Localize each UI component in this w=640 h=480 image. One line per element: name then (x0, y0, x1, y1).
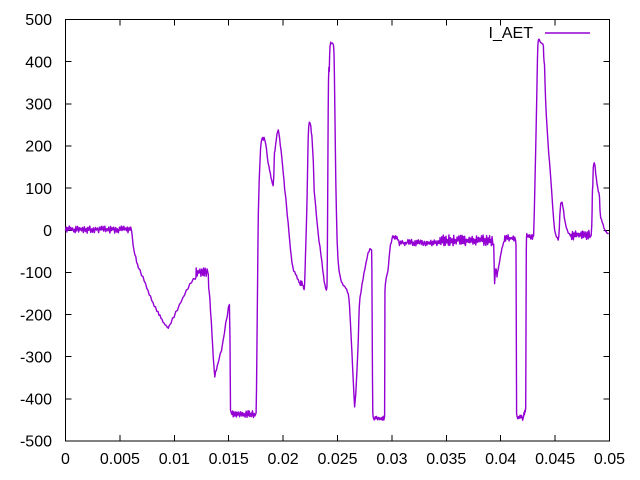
svg-text:0.045: 0.045 (535, 451, 575, 468)
svg-text:0.02: 0.02 (268, 451, 299, 468)
svg-text:-100: -100 (20, 265, 52, 282)
svg-text:-500: -500 (20, 434, 52, 451)
svg-text:0.05: 0.05 (594, 451, 625, 468)
svg-text:0: 0 (43, 223, 52, 240)
svg-text:0: 0 (61, 451, 70, 468)
svg-text:0.035: 0.035 (426, 451, 466, 468)
svg-text:-200: -200 (20, 307, 52, 324)
svg-text:400: 400 (25, 54, 52, 71)
svg-text:0.03: 0.03 (376, 451, 407, 468)
svg-text:0.025: 0.025 (317, 451, 357, 468)
svg-text:-400: -400 (20, 392, 52, 409)
svg-text:0.005: 0.005 (100, 451, 140, 468)
svg-text:500: 500 (25, 12, 52, 29)
svg-text:0.015: 0.015 (209, 451, 249, 468)
svg-text:-300: -300 (20, 349, 52, 366)
svg-text:0.01: 0.01 (159, 451, 190, 468)
svg-text:I_AET: I_AET (489, 25, 534, 42)
svg-text:100: 100 (25, 181, 52, 198)
svg-text:0.04: 0.04 (485, 451, 516, 468)
svg-text:300: 300 (25, 97, 52, 114)
svg-text:200: 200 (25, 139, 52, 156)
